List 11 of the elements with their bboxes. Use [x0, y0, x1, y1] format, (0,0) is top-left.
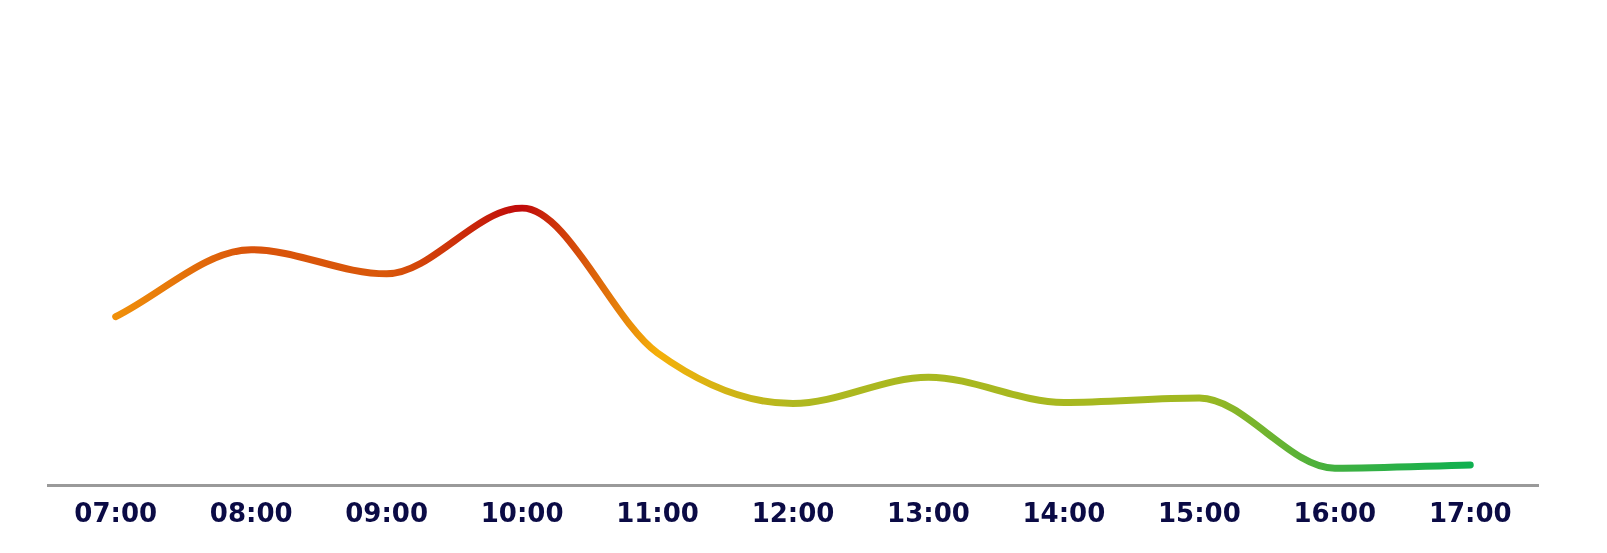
x-tick-label: 09:00 [345, 498, 429, 529]
x-tick-label: 10:00 [480, 498, 564, 529]
x-tick-label: 15:00 [1157, 498, 1241, 529]
x-tick-label: 17:00 [1428, 498, 1512, 529]
x-tick-label: 12:00 [751, 498, 835, 529]
x-tick-label: 11:00 [616, 498, 699, 529]
x-tick-label: 08:00 [209, 498, 293, 529]
x-tick-label: 13:00 [887, 498, 970, 529]
x-tick-label: 14:00 [1022, 498, 1106, 529]
x-tick-label: 16:00 [1293, 498, 1377, 529]
x-tick-label: 07:00 [74, 498, 158, 529]
